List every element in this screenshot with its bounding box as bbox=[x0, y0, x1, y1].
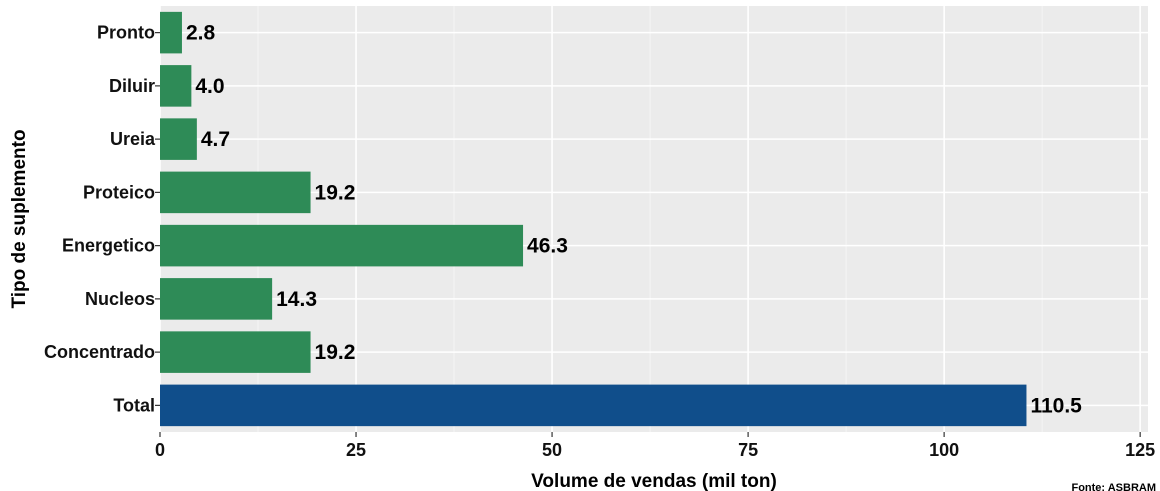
y-tick-label-ureia: Ureia bbox=[110, 129, 156, 149]
y-axis-title: Tipo de suplemento bbox=[9, 129, 30, 308]
bar-ureia bbox=[160, 118, 197, 160]
y-axis-ticks: Pronto Diluir Ureia Proteico Energetico Nucle… bbox=[44, 23, 160, 415]
bar-diluir bbox=[160, 65, 192, 107]
data-label-nucleos: 14.3 bbox=[276, 288, 317, 311]
y-tick-label-pronto: Pronto bbox=[97, 23, 155, 43]
data-label-proteico: 19.2 bbox=[315, 181, 356, 204]
y-tick-label-diluir: Diluir bbox=[109, 76, 155, 96]
x-tick-label: 25 bbox=[346, 440, 366, 460]
bar-concentrado bbox=[160, 331, 311, 373]
data-label-concentrado: 19.2 bbox=[315, 341, 356, 364]
data-label-pronto: 2.8 bbox=[186, 22, 216, 45]
data-label-total: 110.5 bbox=[1030, 394, 1082, 417]
bar-pronto bbox=[160, 11, 182, 54]
x-tick-label: 50 bbox=[542, 440, 562, 460]
x-axis-ticks: 0 25 50 75 100 125 bbox=[155, 432, 1155, 460]
x-tick-label: 0 bbox=[155, 440, 165, 460]
data-label-ureia: 4.7 bbox=[201, 128, 230, 151]
y-tick-label-energetico: Energetico bbox=[62, 236, 155, 256]
y-tick-label-proteico: Proteico bbox=[83, 182, 155, 202]
x-axis-title: Volume de vendas (mil ton) bbox=[531, 471, 777, 491]
data-label-diluir: 4.0 bbox=[195, 75, 224, 98]
bar-proteico bbox=[160, 171, 311, 214]
bar-energetico bbox=[160, 224, 524, 267]
x-tick-label: 125 bbox=[1125, 440, 1155, 460]
data-label-energetico: 46.3 bbox=[527, 235, 568, 258]
x-tick-label: 100 bbox=[929, 440, 959, 460]
source-note: Fonte: ASBRAM bbox=[1071, 482, 1156, 491]
x-tick-label: 75 bbox=[738, 440, 758, 460]
bars bbox=[160, 11, 1027, 427]
y-tick-label-concentrado: Concentrado bbox=[44, 342, 155, 362]
y-tick-label-total: Total bbox=[113, 395, 155, 415]
bar-total bbox=[160, 384, 1027, 427]
y-tick-label-nucleos: Nucleos bbox=[85, 289, 155, 309]
plot-panel bbox=[160, 6, 1148, 432]
bar-nucleos bbox=[160, 278, 273, 320]
data-labels: 2.8 4.0 4.7 19.2 46.3 14.3 19.2 110.5 bbox=[186, 22, 1082, 418]
